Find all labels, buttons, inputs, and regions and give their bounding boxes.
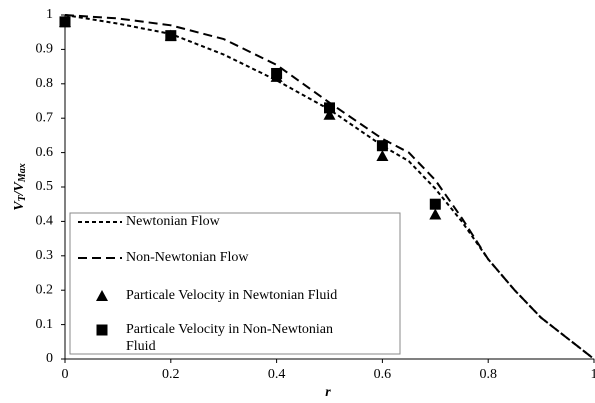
y-label-part: /V <box>12 180 27 196</box>
legend-label: Non-Newtonian Flow <box>126 250 249 265</box>
y-tick-label: 0.6 <box>36 145 54 160</box>
square-marker <box>376 140 388 152</box>
x-tick-label: 0.6 <box>374 367 392 382</box>
x-tick-label: 0.8 <box>479 367 497 382</box>
square-marker <box>165 30 177 42</box>
legend-label: Particale Velocity in Newtonian Fluid <box>126 288 338 303</box>
y-tick-label: 0 <box>46 351 53 366</box>
square-marker <box>96 324 108 336</box>
y-label-sub: Max <box>17 163 28 183</box>
y-label-sub: T <box>17 194 28 201</box>
y-tick-label: 0.1 <box>36 317 54 332</box>
y-tick-label: 0.5 <box>36 179 54 194</box>
square-marker <box>324 102 335 114</box>
y-tick-label: 0.4 <box>36 214 54 229</box>
y-tick-label: 0.2 <box>36 282 54 297</box>
flow-line <box>64 14 595 360</box>
x-tick-label: 0 <box>62 367 69 382</box>
square-marker <box>429 198 441 210</box>
triangle-marker <box>96 290 108 301</box>
x-tick-label: 0.4 <box>268 367 286 382</box>
square-marker <box>59 16 71 28</box>
y-tick-label: 0.9 <box>36 42 54 57</box>
y-tick-label: 0.8 <box>36 76 54 91</box>
x-tick-label: 0.2 <box>162 367 180 382</box>
triangle-marker <box>376 150 389 162</box>
legend-label: Newtonian Flow <box>126 214 220 229</box>
y-tick-label: 0.7 <box>36 110 54 125</box>
legend-entry: Particale Velocity in Non-Newtonian Flui… <box>126 322 333 354</box>
triangle-marker <box>429 208 442 220</box>
legend-entry: Particale Velocity in Newtonian Fluid <box>126 288 338 303</box>
x-tick-label: 1 <box>591 367 595 382</box>
y-tick-label: 1 <box>46 7 53 22</box>
x-axis-label: r <box>325 385 331 400</box>
legend-entry: Non-Newtonian Flow <box>126 250 249 265</box>
y-tick-label: 0.3 <box>36 248 54 263</box>
y-label-part: V <box>12 200 27 211</box>
legend-entry: Newtonian Flow <box>126 214 220 229</box>
legend-label: Particale Velocity in Non-Newtonian Flui… <box>126 322 333 354</box>
legend-box <box>69 212 401 355</box>
triangle-marker <box>323 108 336 120</box>
y-axis-label: VT/VMax <box>12 163 28 211</box>
square-marker <box>271 67 283 79</box>
